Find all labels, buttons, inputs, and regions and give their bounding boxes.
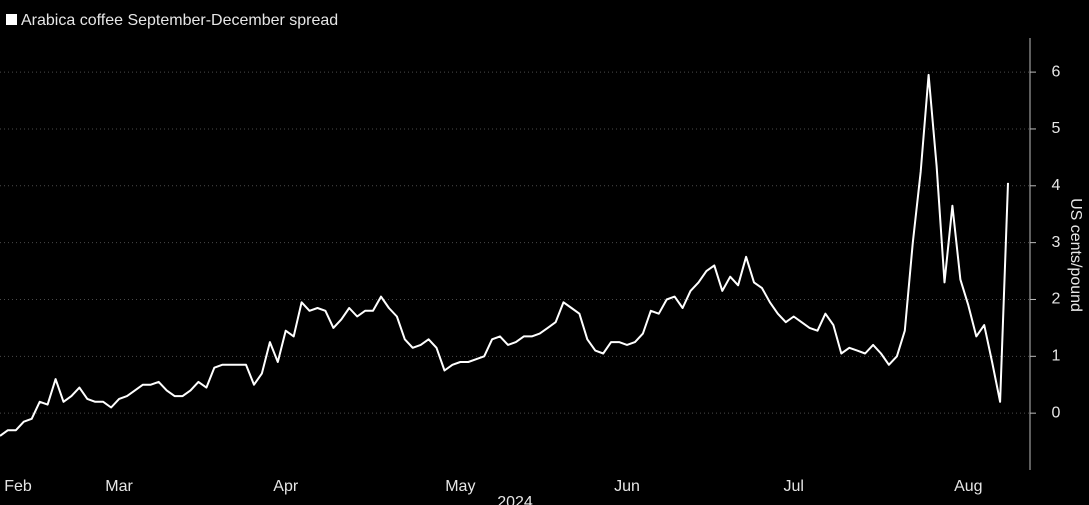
y-tick-label: 3 [1052, 234, 1061, 251]
x-tick-label: Feb [4, 478, 32, 495]
y-axis-label: US cents/pound [1067, 198, 1084, 312]
y-tick-label: 5 [1052, 120, 1061, 137]
y-tick-label: 1 [1052, 348, 1061, 365]
x-tick-label: Jun [614, 478, 640, 495]
y-tick-label: 4 [1052, 177, 1061, 194]
y-tick-label: 6 [1052, 63, 1061, 80]
y-tick-label: 0 [1052, 404, 1061, 421]
legend-swatch [6, 14, 17, 25]
x-axis-label: 2024 [497, 494, 533, 505]
y-tick-label: 2 [1052, 291, 1061, 308]
x-tick-label: Jul [783, 478, 803, 495]
x-tick-label: May [445, 478, 475, 495]
x-tick-label: Apr [273, 478, 299, 495]
x-tick-label: Mar [105, 478, 133, 495]
data-line [0, 73, 1009, 437]
x-tick-label: Aug [954, 478, 982, 495]
legend-label: Arabica coffee September-December spread [21, 12, 338, 29]
